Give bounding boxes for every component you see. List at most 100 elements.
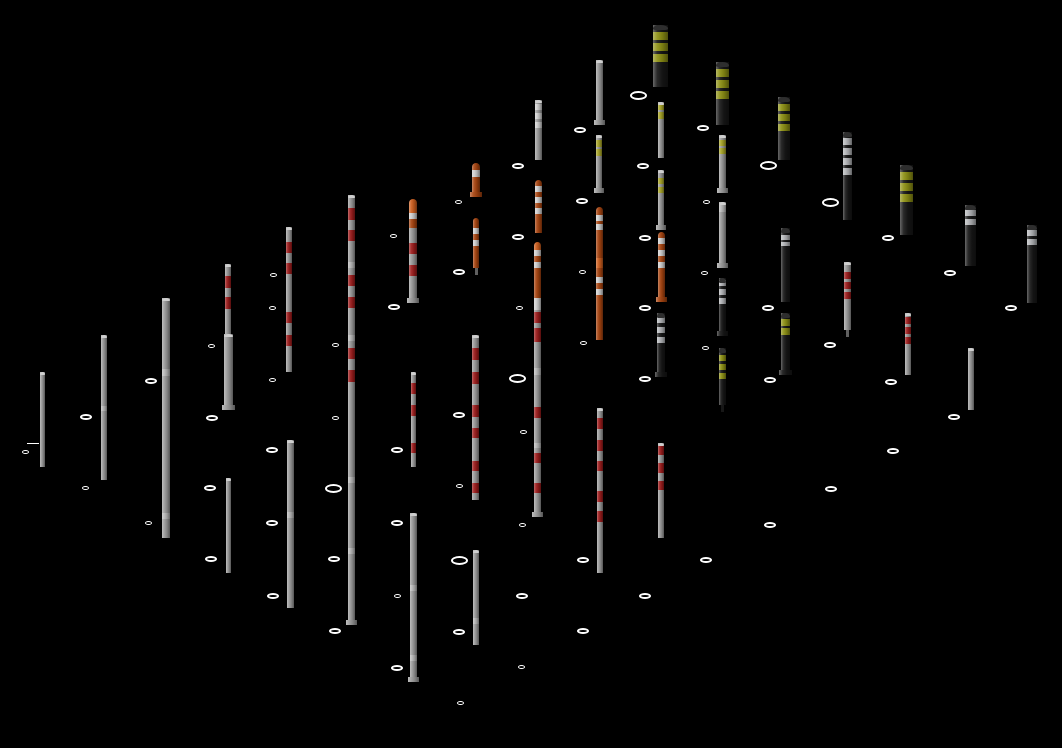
bollard-pole[interactable] — [39, 372, 45, 467]
bollard-pole[interactable] — [716, 278, 728, 336]
bollard-pole[interactable] — [905, 313, 911, 375]
ground-socket-ring[interactable] — [700, 557, 712, 563]
bollard-pole[interactable] — [964, 205, 976, 266]
ground-socket-ring[interactable] — [515, 306, 523, 310]
ground-socket-ring[interactable] — [759, 160, 777, 170]
bollard-pole[interactable] — [595, 207, 603, 340]
ground-socket-ring[interactable] — [450, 555, 468, 565]
ground-socket-ring[interactable] — [328, 556, 340, 562]
ground-socket-ring[interactable] — [508, 373, 526, 383]
ground-socket-ring[interactable] — [887, 448, 899, 454]
ground-socket-ring[interactable] — [266, 520, 278, 526]
bollard-pole[interactable] — [656, 170, 666, 230]
ground-socket-ring[interactable] — [145, 378, 157, 384]
bollard-pole[interactable] — [534, 180, 542, 233]
bollard-pole[interactable] — [655, 313, 667, 377]
ground-socket-ring[interactable] — [329, 628, 341, 634]
bollard-pole[interactable] — [597, 408, 603, 573]
bollard-pole[interactable] — [716, 135, 728, 193]
bollard-pole[interactable] — [407, 513, 419, 682]
ground-socket-ring[interactable] — [882, 235, 894, 241]
bollard-pole[interactable] — [593, 60, 605, 125]
ground-socket-ring[interactable] — [821, 197, 839, 207]
bollard-pole[interactable] — [531, 242, 543, 517]
bollard-pole[interactable] — [225, 478, 231, 573]
ground-socket-ring[interactable] — [454, 200, 462, 204]
bollard-pole[interactable] — [658, 102, 664, 158]
ground-socket-ring[interactable] — [517, 665, 525, 669]
bollard-pole[interactable] — [473, 550, 479, 645]
ground-socket-ring[interactable] — [331, 416, 339, 420]
ground-socket-ring[interactable] — [267, 593, 279, 599]
bollard-pole[interactable] — [345, 195, 357, 625]
bollard-pole[interactable] — [655, 232, 667, 302]
bollard-pole[interactable] — [899, 165, 913, 235]
ground-socket-ring[interactable] — [577, 557, 589, 563]
ground-socket-ring[interactable] — [388, 304, 400, 310]
bollard-pole[interactable] — [843, 262, 851, 337]
bollard-pole[interactable] — [652, 25, 668, 87]
ground-socket-ring[interactable] — [144, 521, 152, 525]
ground-socket-ring[interactable] — [389, 234, 397, 238]
ground-socket-ring[interactable] — [948, 414, 960, 420]
bollard-pole[interactable] — [162, 298, 170, 538]
ground-socket-ring[interactable] — [637, 163, 649, 169]
ground-socket-ring[interactable] — [764, 522, 776, 528]
ground-socket-ring[interactable] — [764, 377, 776, 383]
ground-socket-ring[interactable] — [21, 450, 29, 454]
bollard-pole[interactable] — [716, 202, 728, 268]
ground-socket-ring[interactable] — [268, 306, 276, 310]
ground-socket-ring[interactable] — [512, 163, 524, 169]
ground-socket-ring[interactable] — [391, 447, 403, 453]
ground-socket-ring[interactable] — [512, 234, 524, 240]
ground-socket-ring[interactable] — [453, 269, 465, 275]
bollard-pole[interactable] — [471, 335, 479, 500]
bollard-pole[interactable] — [225, 264, 231, 334]
bollard-pole[interactable] — [534, 100, 542, 160]
ground-socket-ring[interactable] — [697, 125, 709, 131]
ground-socket-ring[interactable] — [207, 344, 215, 348]
ground-socket-ring[interactable] — [453, 629, 465, 635]
ground-socket-ring[interactable] — [762, 305, 774, 311]
ground-socket-ring[interactable] — [81, 486, 89, 490]
bollard-pole[interactable] — [286, 227, 292, 372]
ground-socket-ring[interactable] — [701, 346, 709, 350]
ground-socket-ring[interactable] — [324, 483, 342, 493]
ground-socket-ring[interactable] — [516, 593, 528, 599]
ground-socket-ring[interactable] — [574, 127, 586, 133]
bollard-pole[interactable] — [410, 372, 416, 467]
ground-socket-ring[interactable] — [944, 270, 956, 276]
ground-socket-ring[interactable] — [455, 484, 463, 488]
ground-socket-ring[interactable] — [391, 520, 403, 526]
bollard-pole[interactable] — [221, 334, 235, 410]
bollard-pole[interactable] — [658, 443, 664, 538]
ground-socket-ring[interactable] — [518, 523, 526, 527]
ground-socket-ring[interactable] — [391, 665, 403, 671]
ground-socket-ring[interactable] — [639, 305, 651, 311]
ground-socket-ring[interactable] — [206, 415, 218, 421]
bollard-pole[interactable] — [780, 228, 790, 302]
ground-socket-ring[interactable] — [639, 376, 651, 382]
ground-socket-ring[interactable] — [268, 378, 276, 382]
bollard-pole[interactable] — [594, 135, 604, 193]
bollard-pole[interactable] — [968, 348, 974, 410]
bollard-pole[interactable] — [101, 335, 107, 480]
ground-socket-ring[interactable] — [579, 341, 587, 345]
bollard-pole[interactable] — [718, 348, 726, 412]
bollard-pole[interactable] — [715, 62, 729, 125]
bollard-pole[interactable] — [286, 440, 294, 608]
ground-socket-ring[interactable] — [577, 628, 589, 634]
ground-socket-ring[interactable] — [456, 701, 464, 705]
bollard-pole[interactable] — [473, 218, 479, 275]
ground-socket-ring[interactable] — [639, 593, 651, 599]
ground-socket-ring[interactable] — [702, 200, 710, 204]
ground-socket-ring[interactable] — [331, 343, 339, 347]
ground-socket-ring[interactable] — [700, 271, 708, 275]
ground-socket-ring[interactable] — [266, 447, 278, 453]
ground-socket-ring[interactable] — [576, 198, 588, 204]
bollard-pole[interactable] — [778, 313, 792, 375]
ground-socket-ring[interactable] — [80, 414, 92, 420]
bollard-pole[interactable] — [470, 163, 482, 197]
ground-socket-ring[interactable] — [519, 430, 527, 434]
